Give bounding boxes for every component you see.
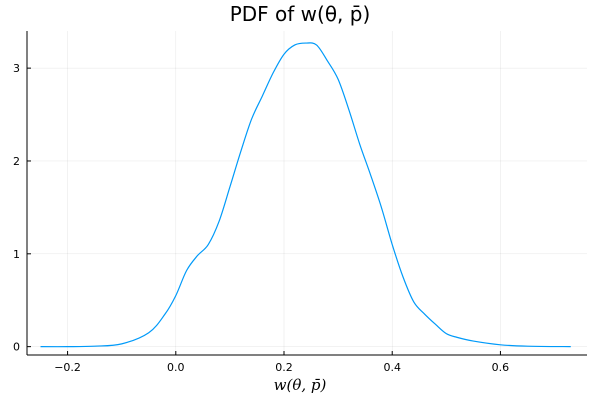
- grid: [27, 31, 587, 355]
- x-tick-label: 0.6: [492, 361, 510, 374]
- y-tick-label: 3: [13, 62, 20, 75]
- axes: [26, 31, 587, 356]
- series-line-pdf: [40, 42, 571, 348]
- series: [40, 42, 571, 348]
- chart-title: PDF of w(θ, p̄): [229, 2, 371, 26]
- y-tick-label: 2: [13, 155, 20, 168]
- x-axis-label: w(θ, p̄): [273, 376, 327, 394]
- x-tick-label: 0.4: [383, 361, 401, 374]
- x-tick-label: 0.2: [275, 361, 293, 374]
- x-tick-label: 0.0: [167, 361, 185, 374]
- ticks: −0.2 0.0 0.2 0.4 0.6 0 1 2 3: [13, 62, 509, 374]
- x-tick-label: −0.2: [54, 361, 81, 374]
- y-tick-label: 1: [13, 248, 20, 261]
- y-tick-label: 0: [13, 341, 20, 354]
